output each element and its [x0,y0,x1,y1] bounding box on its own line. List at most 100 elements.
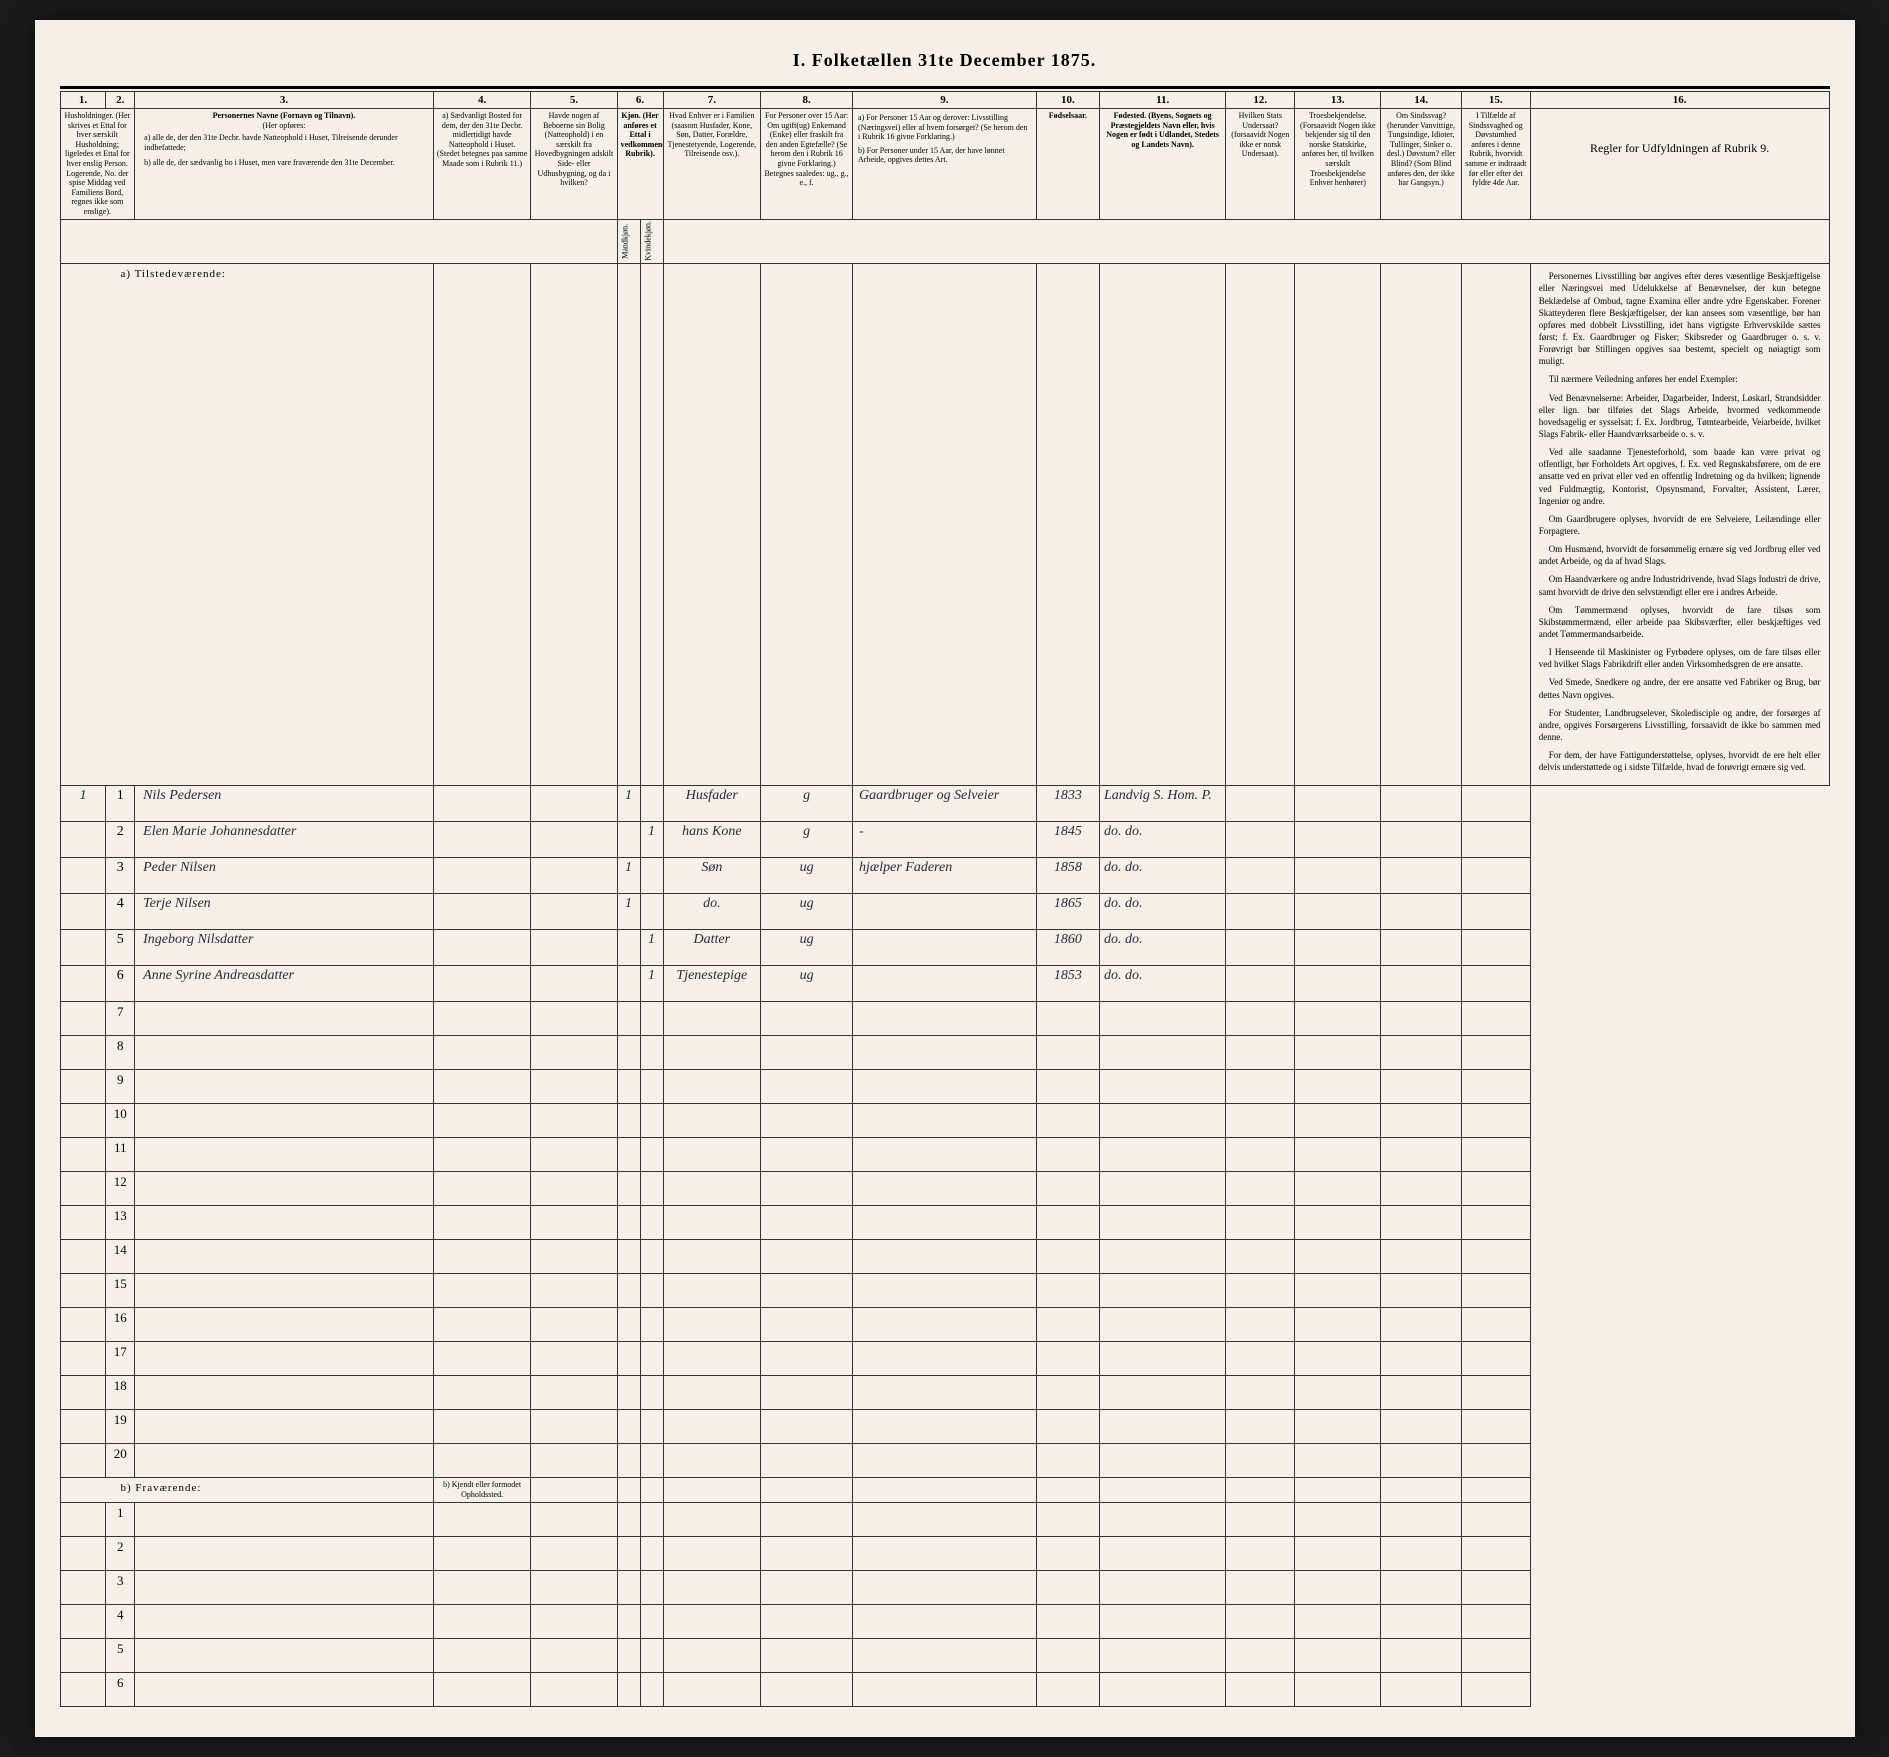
cell-marital: ug [761,966,853,1002]
rules-paragraph: Om Gaardbrugere oplyses, hvorvidt de ere… [1539,513,1821,537]
cell-occupation: - [853,822,1037,858]
cell-building [531,858,617,894]
cell-rownum: 5 [106,930,135,966]
hdr-4: a) Sædvanligt Bosted for dem, der den 31… [433,109,531,220]
cell-birthplace: do. do. [1099,858,1225,894]
cell-marital: g [761,822,853,858]
cell-year: 1860 [1036,930,1099,966]
cell-household: 1 [60,786,106,822]
cell-rownum: 20 [106,1444,135,1478]
rules-paragraph: For Studenter, Landbrugselever, Skoledis… [1539,707,1821,743]
table-row: 15 [60,1274,1829,1308]
rules-paragraph: Om Tømmermænd oplyses, hvorvidt de fare … [1539,604,1821,640]
table-row: 3 [60,1570,1829,1604]
cell-male: 1 [617,894,640,930]
cell-residence [433,930,531,966]
cell-household [60,894,106,930]
table-row: 2Elen Marie Johannesdatter1hans Koneg-18… [60,822,1829,858]
section-b-label: b) Fraværende: [60,1478,433,1502]
rule-top [60,86,1830,89]
cell-residence [433,894,531,930]
cell-birthplace: Landvig S. Hom. P. [1099,786,1225,822]
cell-marital: ug [761,858,853,894]
page-title: I. Folketællen 31te December 1875. [60,50,1830,71]
table-row: 4Terje Nilsen1do.ug1865do. do. [60,894,1829,930]
cell-rownum: 19 [106,1410,135,1444]
cell-household [60,858,106,894]
cell-name: Anne Syrine Andreasdatter [135,966,434,1002]
cell-rownum: 1 [106,1502,135,1536]
table-row: 4 [60,1604,1829,1638]
cell-rownum: 7 [106,1002,135,1036]
cell-rownum: 10 [106,1104,135,1138]
col-num: 9. [853,92,1037,109]
sub-header-row: Mandkjøn. Kvindekjøn. [60,219,1829,264]
hdr-16: Regler for Udfyldningen af Rubrik 9. [1530,109,1829,220]
hdr-8: For Personer over 15 Aar: Om ugift(ug) E… [761,109,853,220]
hdr-5: Havde nogen af Beboerne sin Bolig (Natte… [531,109,617,220]
cell-rownum: 14 [106,1240,135,1274]
table-row: 5Ingeborg Nilsdatter1Datterug1860do. do. [60,930,1829,966]
table-row: 2 [60,1536,1829,1570]
table-row: 6 [60,1672,1829,1706]
cell-birthplace: do. do. [1099,894,1225,930]
col-num: 2. [106,92,135,109]
section-a-header: a) Tilstedeværende: Personernes Livsstil… [60,264,1829,786]
cell-marital: ug [761,930,853,966]
cell-building [531,930,617,966]
column-number-row: 1.2.3.4.5.6.7.8.9.10.11.12.13.14.15.16. [60,92,1829,109]
cell-occupation: hjælper Faderen [853,858,1037,894]
col-num: 16. [1530,92,1829,109]
cell-male: 1 [617,786,640,822]
cell-rownum: 2 [106,1536,135,1570]
hdr-12: Hvilken Stats Undersaat? (forsaavidt Nog… [1226,109,1295,220]
cell-relation: Husfader [663,786,761,822]
table-row: 1 [60,1502,1829,1536]
col-num: 5. [531,92,617,109]
cell-male [617,930,640,966]
table-row: 10 [60,1104,1829,1138]
empty-rows-a: 7891011121314151617181920 [60,1002,1829,1478]
cell-name: Elen Marie Johannesdatter [135,822,434,858]
table-row: 3Peder Nilsen1Sønughjælper Faderen1858do… [60,858,1829,894]
cell-rownum: 18 [106,1376,135,1410]
table-header: 1.2.3.4.5.6.7.8.9.10.11.12.13.14.15.16. … [60,92,1829,264]
table-row: 14 [60,1240,1829,1274]
hdr-3: Personernes Navne (Fornavn og Tilnavn). … [135,109,434,220]
cell-birthplace: do. do. [1099,966,1225,1002]
cell-male [617,822,640,858]
table-row: 5 [60,1638,1829,1672]
cell-name: Ingeborg Nilsdatter [135,930,434,966]
rules-paragraph: Om Haandværkere og andre Industridrivend… [1539,573,1821,597]
cell-rownum: 6 [106,966,135,1002]
col-num: 14. [1381,92,1461,109]
table-row: 9 [60,1070,1829,1104]
cell-relation: Søn [663,858,761,894]
hdr-1: Husholdninger. (Her skrives et Ettal for… [60,109,135,220]
cell-occupation [853,894,1037,930]
hdr-15: I Tilfælde af Sindssvaghed og Døvstumhed… [1461,109,1530,220]
cell-building [531,822,617,858]
hdr-male: Mandkjøn. [617,219,640,264]
table-row: 16 [60,1308,1829,1342]
cell-rownum: 12 [106,1172,135,1206]
rules-paragraph: Til nærmere Veiledning anføres her endel… [1539,373,1821,385]
census-table: 1.2.3.4.5.6.7.8.9.10.11.12.13.14.15.16. … [60,91,1830,1707]
cell-year: 1858 [1036,858,1099,894]
cell-occupation: Gaardbruger og Selveier [853,786,1037,822]
cell-household [60,966,106,1002]
col-num: 15. [1461,92,1530,109]
cell-rownum: 5 [106,1638,135,1672]
hdr-7: Hvad Enhver er i Familien (saasom Husfad… [663,109,761,220]
rules-paragraph: Ved Benævnelserne: Arbeider, Dagarbeider… [1539,392,1821,441]
hdr-13: Troesbekjendelse. (Forsaavidt Nogen ikke… [1295,109,1381,220]
table-row: 8 [60,1036,1829,1070]
cell-male [617,966,640,1002]
cell-building [531,786,617,822]
cell-rownum: 1 [106,786,135,822]
col-num: 4. [433,92,531,109]
table-row: 12 [60,1172,1829,1206]
col-num: 1. [60,92,106,109]
col-num: 10. [1036,92,1099,109]
cell-household [60,822,106,858]
